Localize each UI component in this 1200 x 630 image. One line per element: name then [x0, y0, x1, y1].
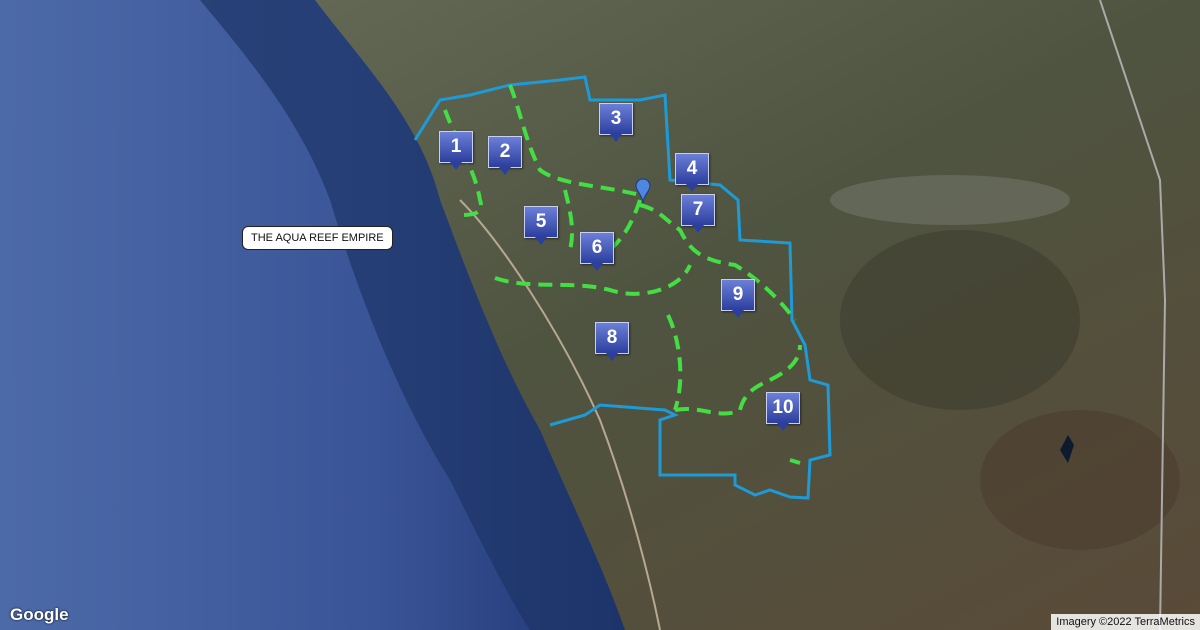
reservoir [1060, 435, 1074, 463]
marker-pointer [591, 263, 603, 271]
map-marker-8[interactable]: 8 [595, 322, 629, 362]
railway [459, 199, 661, 630]
map-marker-9[interactable]: 9 [721, 279, 755, 319]
urban-area [830, 175, 1070, 225]
google-logo: Google [10, 605, 69, 624]
marker-label: 2 [488, 136, 522, 168]
hills [840, 230, 1080, 410]
marker-pointer [499, 167, 511, 175]
marker-label: 9 [721, 279, 755, 311]
marker-pointer [606, 353, 618, 361]
map-pin-icon[interactable] [635, 178, 651, 204]
highway [1099, 0, 1167, 630]
marker-label: 1 [439, 131, 473, 163]
marker-pointer [535, 237, 547, 245]
map-marker-4[interactable]: 4 [675, 153, 709, 193]
marker-pointer [777, 423, 789, 431]
map-marker-6[interactable]: 6 [580, 232, 614, 272]
marker-label: 8 [595, 322, 629, 354]
marker-label: 5 [524, 206, 558, 238]
boundary-line [413, 75, 832, 500]
map-marker-3[interactable]: 3 [599, 103, 633, 143]
marker-label: 10 [766, 392, 800, 424]
marker-pointer [450, 162, 462, 170]
marker-label: 4 [675, 153, 709, 185]
hills [980, 410, 1180, 550]
map-marker-2[interactable]: 2 [488, 136, 522, 176]
marker-pointer [686, 184, 698, 192]
coastal-shelf [200, 0, 625, 630]
marker-pointer [610, 134, 622, 142]
marker-pointer [732, 310, 744, 318]
map-marker-5[interactable]: 5 [524, 206, 558, 246]
marker-label: 7 [681, 194, 715, 226]
imagery-attribution: Imagery ©2022 TerraMetrics [1051, 614, 1200, 630]
marker-label: 3 [599, 103, 633, 135]
marker-label: 6 [580, 232, 614, 264]
map-marker-1[interactable]: 1 [439, 131, 473, 171]
map-marker-10[interactable]: 10 [766, 392, 800, 432]
marker-pointer [692, 225, 704, 233]
map-marker-7[interactable]: 7 [681, 194, 715, 234]
region-label[interactable]: THE AQUA REEF EMPIRE [242, 226, 393, 250]
